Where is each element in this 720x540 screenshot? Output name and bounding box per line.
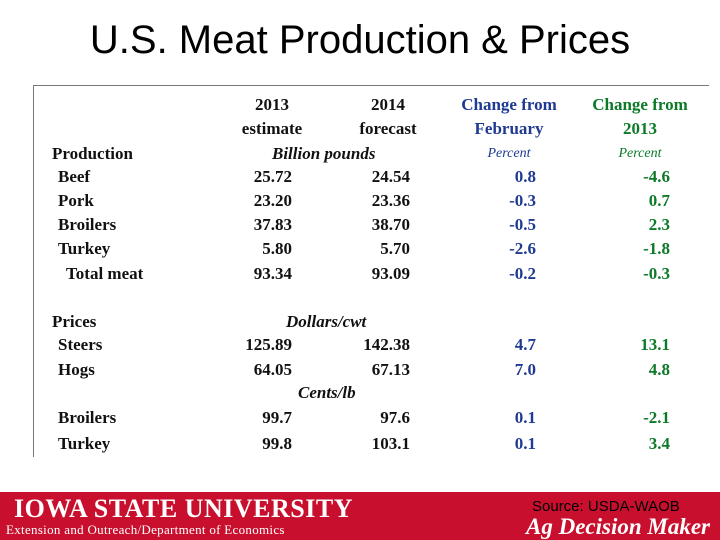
cell-2013: 23.20 — [253, 191, 292, 210]
cell-change-2013: 0.7 — [648, 191, 670, 210]
header-change-feb-line2: February — [474, 119, 544, 138]
row-label: Steers — [58, 335, 103, 354]
ag-decision-maker-logo: Ag Decision Maker — [526, 514, 710, 539]
row-label: Beef — [58, 167, 91, 186]
cell-change-feb: -0.3 — [509, 191, 536, 210]
row-label: Total meat — [66, 264, 144, 283]
cell-change-2013: 3.4 — [648, 434, 670, 453]
university-logo: IOWA STATE UNIVERSITY — [14, 494, 353, 523]
cell-change-feb: 7.0 — [514, 360, 536, 379]
cell-change-feb: 0.1 — [514, 434, 536, 453]
cell-change-2013: -2.1 — [643, 408, 670, 427]
row-label: Turkey — [58, 434, 111, 453]
production-percent-2013: Percent — [618, 146, 662, 161]
header-2014-forecast: forecast — [359, 119, 417, 138]
cell-change-feb: -2.6 — [509, 239, 536, 258]
cell-2013: 64.05 — [253, 360, 292, 379]
row-label: Turkey — [58, 239, 111, 258]
cell-2014: 5.70 — [380, 239, 410, 258]
cell-change-feb: -0.2 — [509, 264, 536, 283]
cell-2014: 23.36 — [371, 191, 410, 210]
cell-2013: 99.7 — [262, 408, 292, 427]
cell-2013: 99.8 — [262, 434, 292, 453]
production-units: Billion pounds — [272, 144, 376, 163]
cell-change-feb: 4.7 — [514, 335, 536, 354]
cell-change-2013: -1.8 — [643, 239, 670, 258]
cell-2014: 93.09 — [371, 264, 410, 283]
header-2013-year: 2013 — [255, 95, 289, 114]
cell-change-2013: -0.3 — [643, 264, 670, 283]
cell-change-2013: 13.1 — [640, 335, 670, 354]
footer-bar — [0, 492, 720, 540]
slide-title: U.S. Meat Production & Prices — [89, 18, 631, 62]
prices-units-lb: Cents/lb — [298, 383, 356, 402]
cell-2014: 97.6 — [380, 408, 410, 427]
cell-2014: 24.54 — [371, 167, 410, 186]
cell-2014: 38.70 — [371, 215, 410, 234]
department-name: Extension and Outreach/Department of Eco… — [6, 522, 285, 537]
cell-change-feb: -0.5 — [509, 215, 536, 234]
cell-change-feb: 0.1 — [514, 408, 536, 427]
row-label: Broilers — [58, 408, 117, 427]
row-label: Hogs — [58, 360, 95, 379]
cell-2013: 5.80 — [262, 239, 292, 258]
cell-2013: 93.34 — [253, 264, 292, 283]
source-label: Source: USDA-WAOB — [532, 498, 680, 515]
cell-2013: 125.89 — [245, 335, 292, 354]
cell-2014: 67.13 — [371, 360, 410, 379]
production-label: Production — [52, 144, 133, 163]
header-change-feb-line1: Change from — [461, 95, 557, 114]
cell-change-2013: 2.3 — [648, 215, 670, 234]
cell-2013: 37.83 — [253, 215, 292, 234]
cell-2014: 142.38 — [363, 335, 410, 354]
header-2014-year: 2014 — [371, 95, 405, 114]
cell-2013: 25.72 — [253, 167, 292, 186]
cell-change-2013: -4.6 — [643, 167, 670, 186]
cell-change-2013: 4.8 — [648, 360, 670, 379]
cell-2014: 103.1 — [371, 434, 410, 453]
row-label: Broilers — [58, 215, 117, 234]
header-2013-estimate: estimate — [241, 119, 303, 138]
prices-units-cwt: Dollars/cwt — [286, 312, 367, 331]
production-percent-feb: Percent — [487, 146, 531, 161]
header-change-2013-line1: Change from — [592, 95, 688, 114]
prices-label: Prices — [52, 312, 97, 331]
header-change-2013-line2: 2013 — [623, 119, 657, 138]
cell-change-feb: 0.8 — [514, 167, 536, 186]
table-top-rule — [33, 85, 709, 86]
row-label: Pork — [58, 191, 94, 210]
table-side-rule — [33, 85, 34, 457]
